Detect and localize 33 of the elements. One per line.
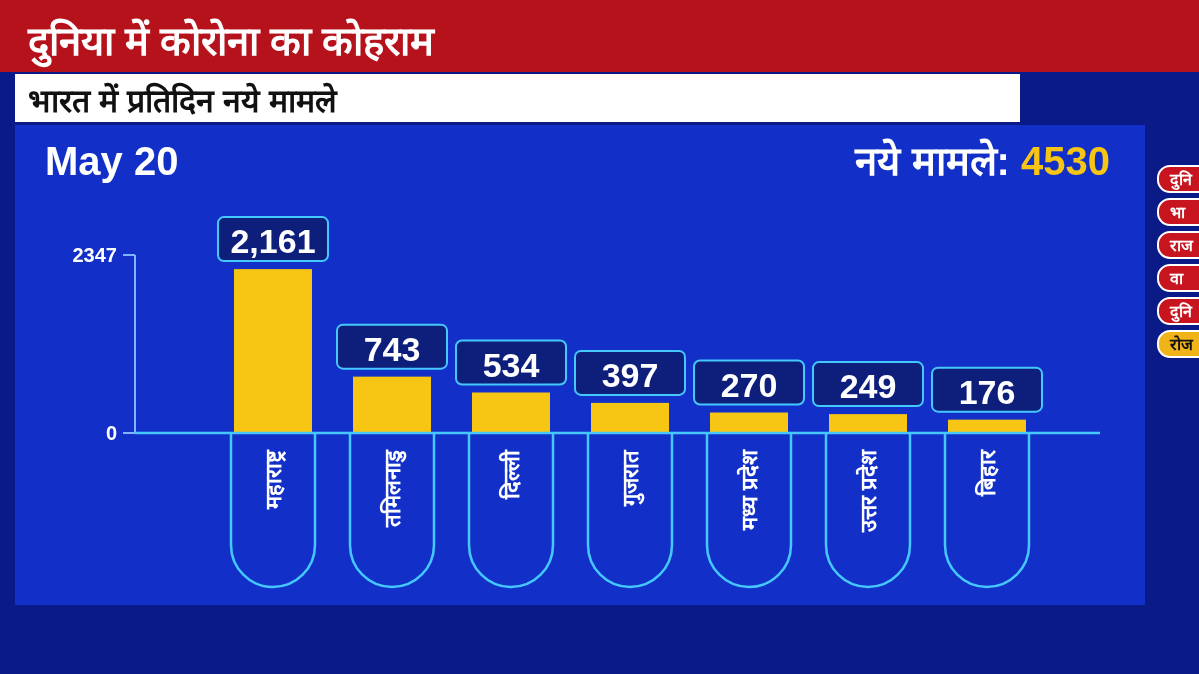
bar: [472, 392, 550, 433]
chart-subtitle: भारत में प्रतिदिन नये मामले: [28, 82, 338, 119]
data-label: 743: [363, 329, 421, 368]
x-tick-label: महाराष्ट्र: [261, 449, 287, 510]
chart-title: दुनिया में कोरोना का कोहराम: [27, 18, 437, 68]
text: राज: [1169, 237, 1194, 254]
data-label: 249: [839, 367, 897, 406]
data-label: 270: [720, 365, 778, 404]
x-tick-label: गुजरात: [618, 449, 645, 507]
bar: [948, 419, 1026, 433]
data-label: 534: [482, 345, 540, 384]
text: दुनि: [1169, 170, 1193, 190]
x-tick-label: बिहार: [974, 449, 1000, 497]
bar: [829, 414, 907, 433]
x-tick-label: उत्तर प्रदेश: [855, 449, 881, 534]
y-tick-label: 0: [105, 422, 117, 444]
x-tick-label: दिल्ली: [498, 449, 524, 500]
text: वा: [1169, 270, 1184, 287]
text: रोज: [1169, 335, 1194, 353]
y-tick-label: 2347: [72, 244, 117, 266]
bar: [353, 376, 431, 433]
bar: [591, 402, 669, 433]
bar: [234, 269, 312, 433]
bar: [710, 412, 788, 433]
text: भा: [1170, 204, 1186, 221]
x-tick-label: मध्य प्रदेश: [736, 449, 762, 532]
data-label: 176: [958, 372, 1016, 411]
data-label: 2,161: [230, 222, 316, 261]
x-tick-label: तमिलनाडु: [379, 449, 407, 528]
text: May 20: [45, 139, 179, 183]
text: नये मामले: 4530: [854, 138, 1110, 183]
data-label: 397: [601, 355, 659, 394]
text: दुनि: [1169, 302, 1193, 322]
